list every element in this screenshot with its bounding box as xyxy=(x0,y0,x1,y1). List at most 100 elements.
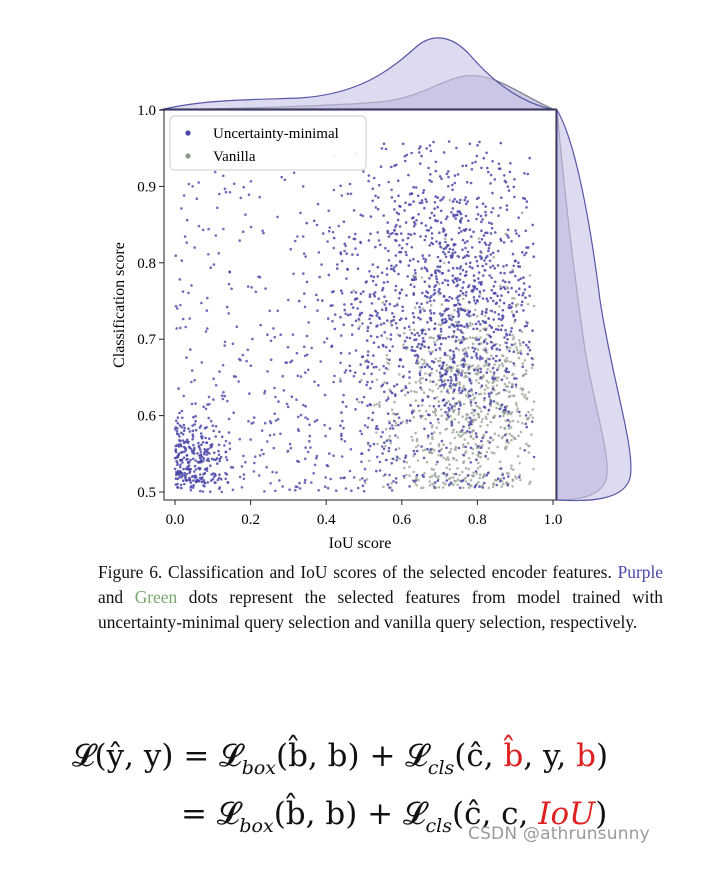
point-uncertainty xyxy=(508,333,511,337)
point-vanilla xyxy=(428,484,432,487)
point-vanilla xyxy=(431,437,434,441)
point-uncertainty xyxy=(403,209,406,212)
point-uncertainty xyxy=(420,267,424,270)
point-uncertainty xyxy=(174,477,178,480)
point-uncertainty xyxy=(222,391,225,394)
point-vanilla xyxy=(420,404,424,407)
point-uncertainty xyxy=(372,442,376,446)
point-uncertainty xyxy=(377,297,381,301)
point-uncertainty xyxy=(466,200,470,203)
point-uncertainty xyxy=(395,264,398,267)
point-uncertainty xyxy=(397,416,401,420)
point-uncertainty xyxy=(178,465,182,469)
point-vanilla xyxy=(459,338,463,342)
point-vanilla xyxy=(456,364,459,368)
point-uncertainty xyxy=(448,325,451,329)
point-uncertainty xyxy=(312,219,316,223)
point-uncertainty xyxy=(339,424,342,428)
point-uncertainty xyxy=(521,251,524,254)
point-uncertainty xyxy=(376,335,379,339)
point-uncertainty xyxy=(491,357,495,360)
point-uncertainty xyxy=(191,185,194,188)
point-uncertainty xyxy=(278,479,281,482)
point-uncertainty xyxy=(464,294,468,297)
point-vanilla xyxy=(486,368,490,371)
point-uncertainty xyxy=(350,489,353,493)
point-vanilla xyxy=(503,446,507,450)
point-uncertainty xyxy=(479,355,482,359)
point-uncertainty xyxy=(274,395,277,399)
point-vanilla xyxy=(495,393,498,396)
point-uncertainty xyxy=(398,250,401,254)
point-uncertainty xyxy=(459,212,463,216)
point-uncertainty xyxy=(412,225,416,228)
point-vanilla xyxy=(504,385,508,388)
point-uncertainty xyxy=(422,456,426,460)
point-uncertainty xyxy=(451,251,454,255)
point-vanilla xyxy=(485,417,488,421)
point-uncertainty xyxy=(277,400,280,403)
point-uncertainty xyxy=(493,178,497,181)
point-uncertainty xyxy=(202,405,205,409)
point-uncertainty xyxy=(532,255,536,258)
point-vanilla xyxy=(528,444,531,448)
point-vanilla xyxy=(430,371,433,375)
point-uncertainty xyxy=(482,289,486,292)
point-uncertainty xyxy=(460,372,463,375)
point-vanilla xyxy=(376,442,379,446)
point-vanilla xyxy=(464,451,467,455)
point-uncertainty xyxy=(370,380,374,384)
point-uncertainty xyxy=(204,407,208,411)
point-uncertainty xyxy=(481,436,484,440)
point-uncertainty xyxy=(199,461,203,464)
point-uncertainty xyxy=(331,230,335,234)
point-vanilla xyxy=(420,276,424,279)
point-vanilla xyxy=(429,380,432,383)
point-uncertainty xyxy=(340,437,343,441)
point-uncertainty xyxy=(502,388,506,392)
point-uncertainty xyxy=(339,334,343,337)
point-vanilla xyxy=(501,482,505,486)
point-vanilla xyxy=(435,369,439,373)
point-uncertainty xyxy=(213,170,217,174)
formula-line-1: 𝓛(ŷ, y) = 𝓛box(b̂, b) + 𝓛cls(ĉ, b̂, y, b… xyxy=(72,733,608,779)
point-uncertainty xyxy=(366,326,370,330)
point-vanilla xyxy=(514,401,518,405)
point-uncertainty xyxy=(374,283,378,287)
point-vanilla xyxy=(437,323,441,326)
point-vanilla xyxy=(469,434,473,438)
point-uncertainty xyxy=(307,321,310,324)
point-vanilla xyxy=(431,350,435,354)
point-uncertainty xyxy=(455,146,458,150)
point-uncertainty xyxy=(395,326,399,330)
point-vanilla xyxy=(358,478,362,482)
point-vanilla xyxy=(477,461,480,465)
point-uncertainty xyxy=(409,203,412,206)
point-uncertainty xyxy=(506,234,509,237)
point-uncertainty xyxy=(521,293,524,297)
point-uncertainty xyxy=(393,265,396,269)
point-vanilla xyxy=(453,479,456,483)
point-uncertainty xyxy=(360,432,364,436)
point-vanilla xyxy=(532,400,536,403)
point-uncertainty xyxy=(178,278,181,281)
point-uncertainty xyxy=(456,213,459,217)
point-uncertainty xyxy=(350,291,353,294)
point-uncertainty xyxy=(483,481,486,485)
point-uncertainty xyxy=(445,308,448,312)
point-uncertainty xyxy=(464,445,468,449)
point-uncertainty xyxy=(199,489,202,493)
point-uncertainty xyxy=(192,443,195,447)
point-vanilla xyxy=(499,477,503,481)
point-vanilla xyxy=(415,476,418,480)
point-uncertainty xyxy=(176,416,180,419)
point-vanilla xyxy=(514,437,517,441)
point-uncertainty xyxy=(366,404,369,408)
point-uncertainty xyxy=(397,272,400,276)
point-vanilla xyxy=(504,389,508,392)
point-uncertainty xyxy=(472,274,476,277)
point-uncertainty xyxy=(505,264,508,267)
point-vanilla xyxy=(411,438,415,442)
point-uncertainty xyxy=(482,156,486,160)
point-uncertainty xyxy=(487,408,491,412)
